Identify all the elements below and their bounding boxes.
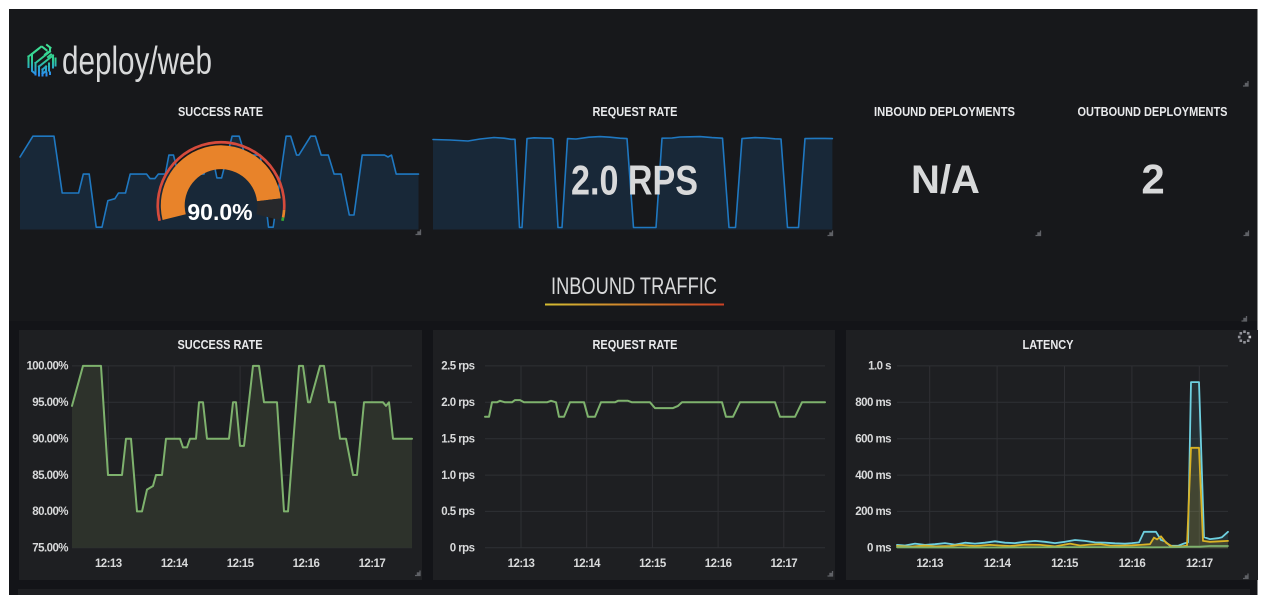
svg-text:12:16: 12:16	[293, 558, 320, 570]
svg-text:0.5 rps: 0.5 rps	[441, 506, 474, 518]
svg-text:REQUEST RATE: REQUEST RATE	[593, 337, 678, 352]
svg-text:SUCCESS RATE: SUCCESS RATE	[178, 337, 263, 352]
svg-text:100.00%: 100.00%	[26, 361, 68, 373]
svg-text:12:13: 12:13	[916, 558, 943, 570]
svg-text:INBOUND DEPLOYMENTS: INBOUND DEPLOYMENTS	[874, 104, 1015, 119]
svg-text:80.00%: 80.00%	[32, 506, 68, 518]
svg-text:12:13: 12:13	[508, 558, 535, 570]
svg-text:12:17: 12:17	[770, 558, 797, 570]
svg-text:75.00%: 75.00%	[32, 543, 68, 555]
svg-text:1.5 rps: 1.5 rps	[441, 434, 474, 446]
svg-text:12:14: 12:14	[984, 558, 1012, 570]
svg-text:200 ms: 200 ms	[855, 506, 891, 518]
svg-text:12:16: 12:16	[1119, 558, 1146, 570]
svg-text:deploy/web: deploy/web	[62, 40, 212, 83]
svg-text:12:15: 12:15	[1051, 558, 1079, 570]
svg-text:N/A: N/A	[911, 158, 980, 202]
svg-text:12:16: 12:16	[705, 558, 732, 570]
svg-text:90.0%: 90.0%	[187, 199, 252, 225]
svg-text:0 ms: 0 ms	[867, 543, 891, 555]
svg-text:12:14: 12:14	[161, 558, 189, 570]
svg-text:2.0 rps: 2.0 rps	[441, 397, 474, 409]
svg-text:INBOUND TRAFFIC: INBOUND TRAFFIC	[551, 273, 717, 300]
svg-text:2.5 rps: 2.5 rps	[441, 361, 474, 373]
svg-text:95.00%: 95.00%	[32, 397, 68, 409]
svg-text:1.0 rps: 1.0 rps	[441, 470, 474, 482]
svg-text:400 ms: 400 ms	[855, 470, 891, 482]
svg-text:90.00%: 90.00%	[32, 434, 68, 446]
svg-text:1.0 s: 1.0 s	[868, 361, 891, 373]
svg-text:600 ms: 600 ms	[855, 434, 891, 446]
svg-text:OUTBOUND DEPLOYMENTS: OUTBOUND DEPLOYMENTS	[1078, 104, 1228, 119]
svg-text:800 ms: 800 ms	[855, 397, 891, 409]
svg-text:2: 2	[1141, 156, 1164, 203]
svg-text:REQUEST RATE: REQUEST RATE	[593, 104, 678, 119]
svg-text:0 rps: 0 rps	[450, 543, 475, 555]
svg-text:12:15: 12:15	[227, 558, 255, 570]
svg-text:2.0 RPS: 2.0 RPS	[571, 157, 698, 204]
svg-text:12:17: 12:17	[359, 558, 386, 570]
svg-text:SUCCESS RATE: SUCCESS RATE	[178, 104, 263, 119]
svg-text:12:14: 12:14	[573, 558, 601, 570]
svg-text:12:17: 12:17	[1186, 558, 1213, 570]
svg-text:12:15: 12:15	[639, 558, 667, 570]
svg-text:85.00%: 85.00%	[32, 470, 68, 482]
svg-text:LATENCY: LATENCY	[1023, 337, 1074, 352]
svg-text:12:13: 12:13	[95, 558, 122, 570]
